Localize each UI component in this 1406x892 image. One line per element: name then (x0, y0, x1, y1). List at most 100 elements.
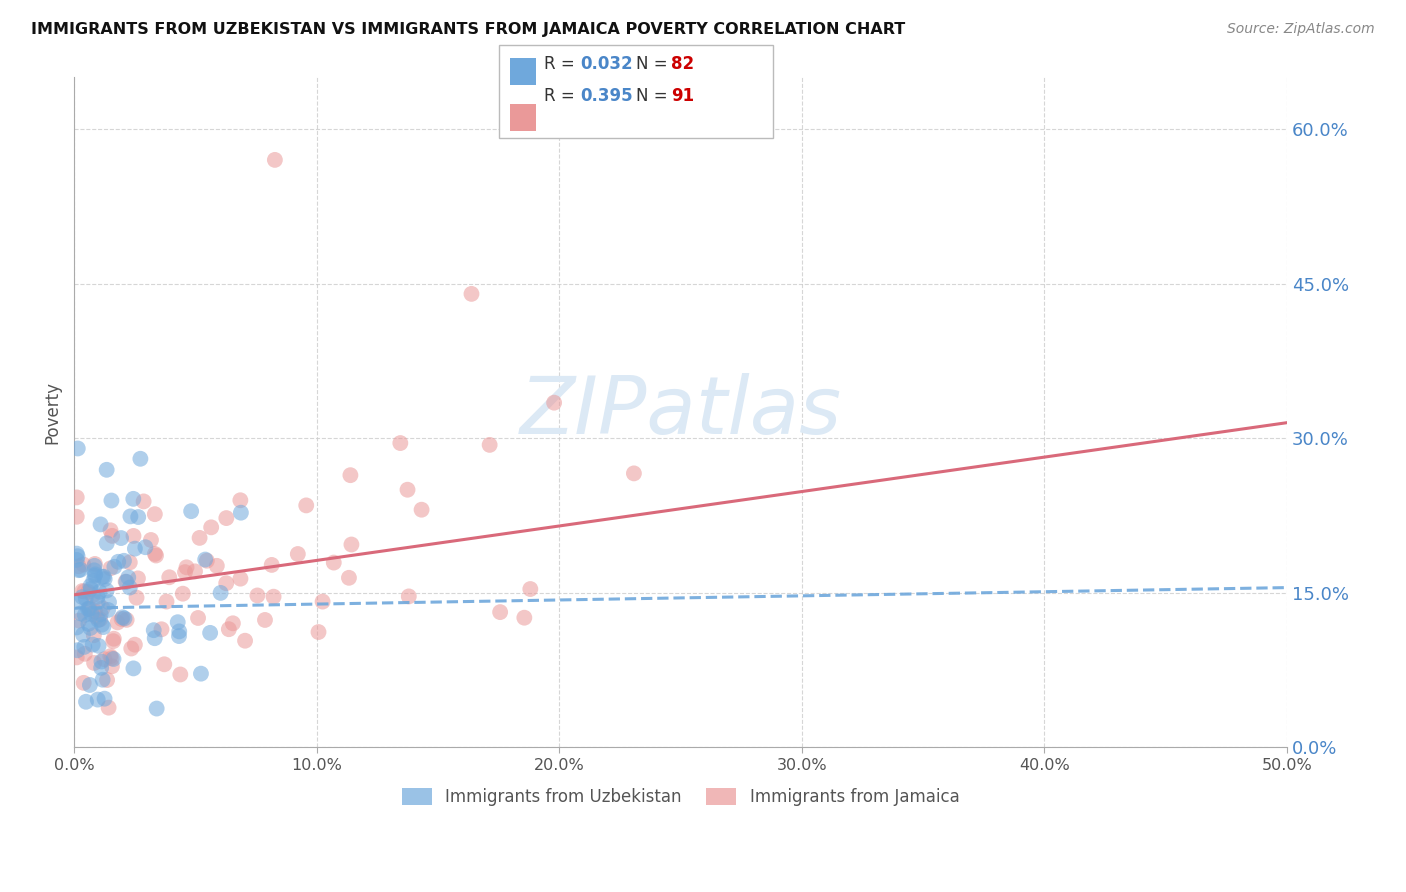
Point (73, 584, 96, 599)
Point (91, 570, 114, 584)
Point (98, 649, 121, 664)
Text: IMMIGRANTS FROM UZBEKISTAN VS IMMIGRANTS FROM JAMAICA POVERTY CORRELATION CHART: IMMIGRANTS FROM UZBEKISTAN VS IMMIGRANTS… (31, 22, 905, 37)
Point (398, 590, 420, 604)
Point (90, 607, 112, 622)
Point (139, 533, 162, 547)
Point (120, 509, 142, 524)
Point (118, 555, 141, 569)
Point (82, 588, 104, 602)
Point (91, 601, 114, 615)
Point (98, 595, 121, 609)
Point (100, 524, 122, 538)
Point (263, 590, 285, 604)
Point (83, 628, 105, 642)
Point (86, 692, 108, 706)
Point (66, 620, 89, 634)
Point (93, 691, 115, 706)
Point (82, 574, 104, 588)
Point (101, 529, 124, 543)
Point (84, 567, 107, 582)
Text: 0.032: 0.032 (581, 55, 633, 73)
Point (478, 438, 501, 452)
Point (100, 651, 122, 665)
Point (90, 617, 112, 632)
Point (66, 442, 89, 456)
Point (169, 667, 191, 681)
Y-axis label: Poverty: Poverty (44, 381, 60, 444)
Point (66, 553, 89, 567)
Point (129, 451, 152, 466)
Point (87, 613, 110, 627)
Point (96, 673, 118, 687)
Point (107, 615, 129, 630)
Point (69, 563, 91, 577)
Point (84, 609, 107, 624)
Point (166, 615, 188, 630)
Point (96, 583, 118, 598)
Point (77, 602, 100, 616)
Text: R =: R = (544, 55, 581, 73)
Point (111, 610, 134, 624)
Point (80, 582, 103, 596)
Point (96, 536, 118, 550)
Point (215, 511, 238, 525)
Point (117, 570, 139, 584)
Point (120, 641, 142, 656)
Point (80, 607, 103, 621)
Point (73, 640, 96, 654)
Point (308, 625, 330, 640)
Point (100, 561, 122, 575)
Point (73, 647, 96, 661)
Point (229, 493, 252, 508)
Point (205, 558, 228, 573)
Point (142, 623, 165, 637)
Point (337, 571, 360, 585)
Point (127, 571, 149, 585)
Point (153, 657, 176, 672)
Point (90, 517, 112, 532)
Point (87, 639, 110, 653)
Point (122, 661, 145, 675)
Point (93, 620, 115, 634)
Point (145, 549, 167, 563)
Point (67, 614, 90, 628)
Point (134, 540, 156, 554)
Point (194, 552, 217, 566)
Point (93, 572, 115, 586)
Point (83, 568, 105, 582)
Point (187, 611, 209, 625)
Text: R =: R = (544, 87, 581, 104)
Point (82, 638, 104, 652)
Point (489, 605, 512, 619)
Point (389, 436, 412, 450)
Point (190, 666, 212, 681)
Point (157, 570, 180, 584)
Text: N =: N = (636, 87, 672, 104)
Point (86, 590, 108, 604)
Point (295, 499, 318, 513)
Point (311, 594, 333, 608)
Point (86, 595, 108, 609)
Point (73, 607, 96, 622)
Point (83, 656, 105, 670)
Point (198, 625, 221, 640)
Point (322, 556, 344, 570)
Point (122, 491, 145, 506)
Point (114, 574, 136, 589)
Point (93, 652, 115, 666)
Point (69, 594, 91, 608)
Point (218, 622, 240, 636)
Point (91, 673, 114, 687)
Point (125, 591, 148, 605)
Point (623, 467, 645, 481)
Point (513, 610, 536, 624)
Point (67, 563, 90, 577)
Point (79, 601, 101, 615)
Point (339, 468, 361, 483)
Point (180, 504, 202, 518)
Text: Source: ZipAtlas.com: Source: ZipAtlas.com (1227, 22, 1375, 37)
Point (411, 502, 433, 516)
Point (143, 547, 166, 561)
Point (172, 587, 194, 601)
Point (89, 584, 111, 599)
